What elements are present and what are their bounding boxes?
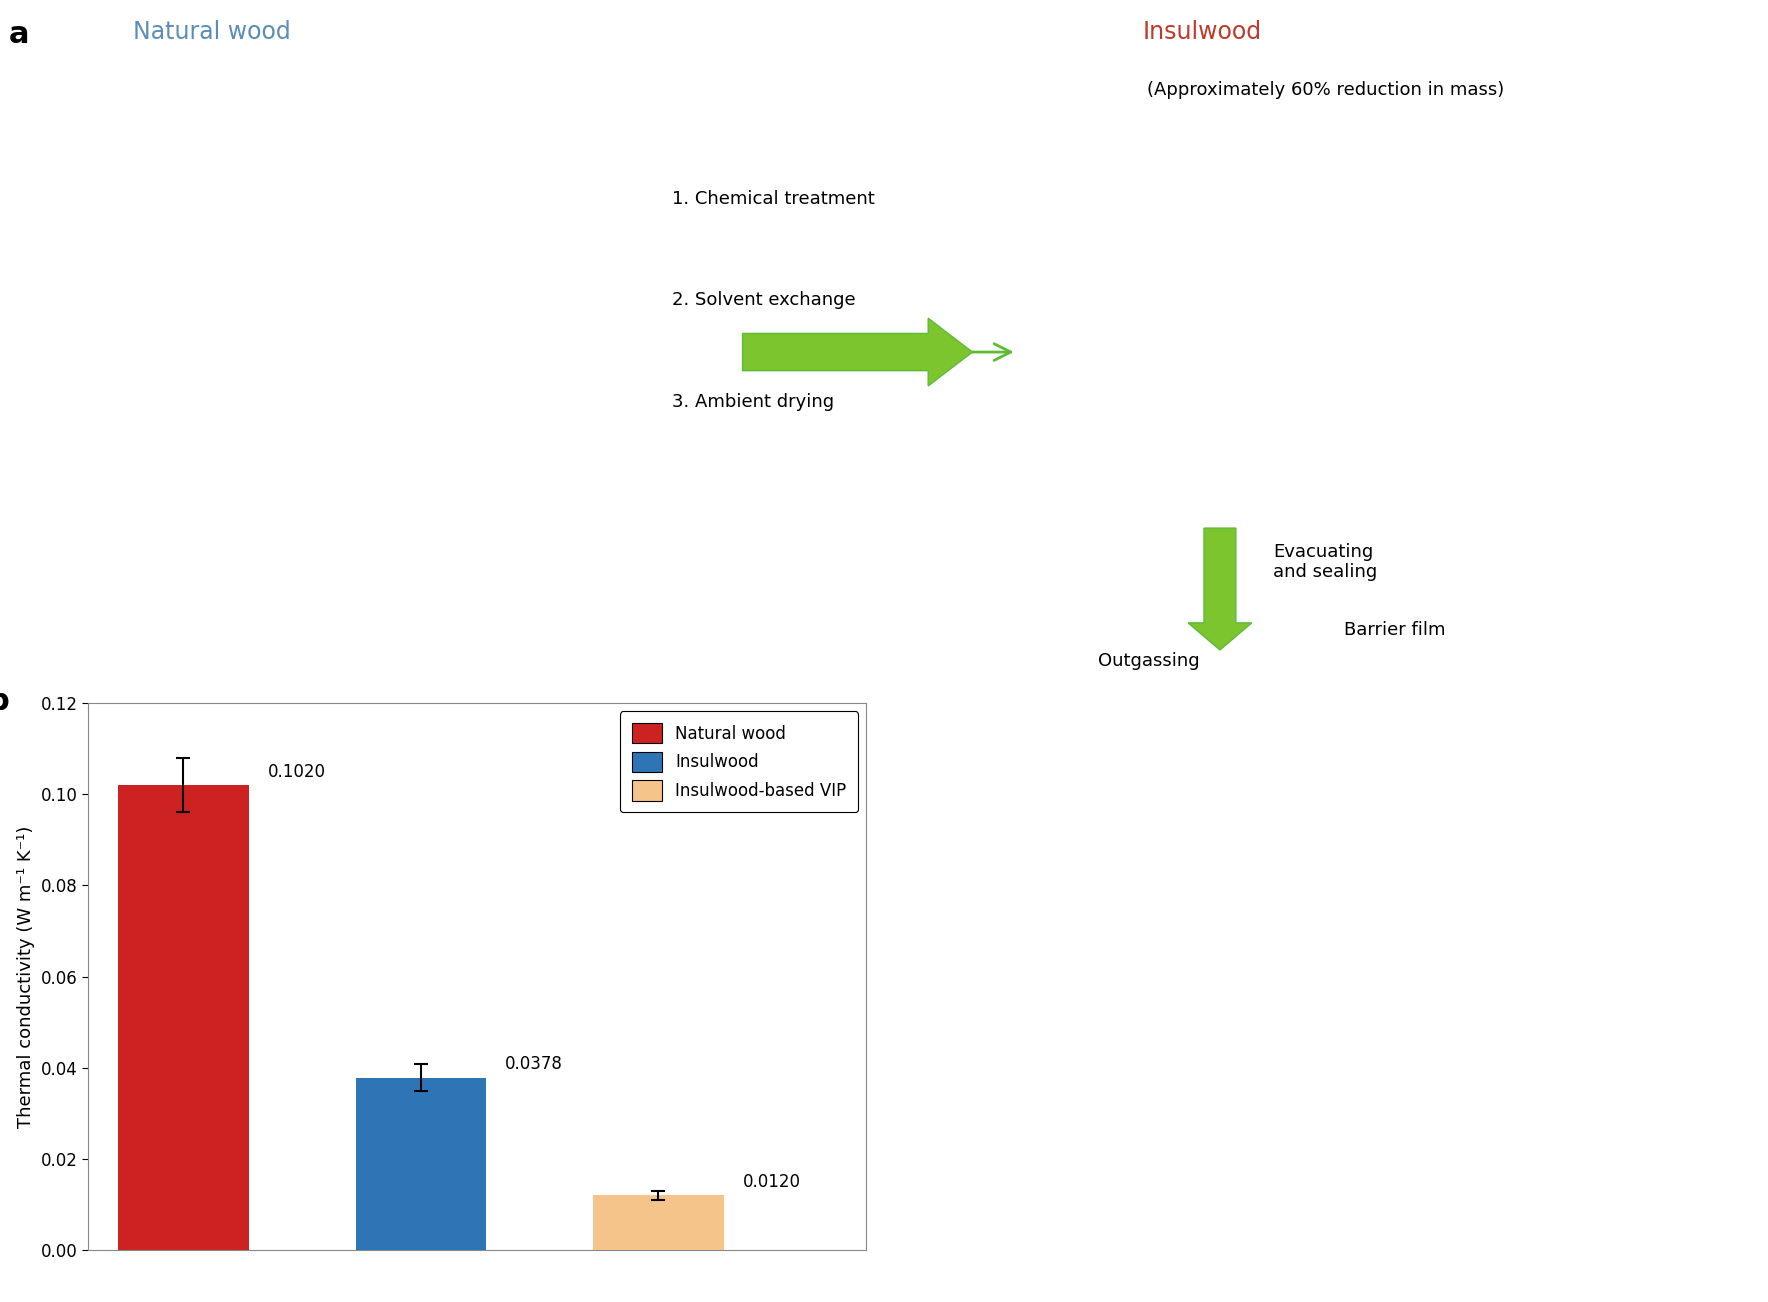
Text: 3. Ambient drying: 3. Ambient drying bbox=[672, 393, 834, 410]
Text: 0.0378: 0.0378 bbox=[506, 1055, 564, 1073]
FancyArrow shape bbox=[1188, 529, 1252, 650]
Text: 0.0120: 0.0120 bbox=[743, 1173, 801, 1190]
Legend: Natural wood, Insulwood, Insulwood-based VIP: Natural wood, Insulwood, Insulwood-based… bbox=[621, 711, 857, 812]
Bar bbox=[118, 785, 249, 1250]
Text: 1. Chemical treatment: 1. Chemical treatment bbox=[672, 190, 875, 207]
Y-axis label: Thermal conductivity (W m⁻¹ K⁻¹): Thermal conductivity (W m⁻¹ K⁻¹) bbox=[18, 825, 35, 1128]
Text: Evacuating
and sealing: Evacuating and sealing bbox=[1273, 543, 1377, 582]
Text: Outgassing: Outgassing bbox=[1098, 652, 1200, 671]
Text: Natural wood: Natural wood bbox=[133, 21, 292, 44]
Text: 0.1020: 0.1020 bbox=[267, 763, 325, 780]
Bar bbox=[355, 1078, 486, 1250]
Text: b: b bbox=[0, 686, 9, 716]
Text: Insulwood: Insulwood bbox=[1142, 21, 1262, 44]
FancyArrow shape bbox=[743, 318, 972, 385]
Text: 2. Solvent exchange: 2. Solvent exchange bbox=[672, 292, 856, 309]
Text: a: a bbox=[9, 21, 30, 49]
Bar bbox=[592, 1195, 723, 1250]
Text: Barrier film: Barrier film bbox=[1344, 621, 1444, 639]
Text: (Approximately 60% reduction in mass): (Approximately 60% reduction in mass) bbox=[1147, 81, 1505, 99]
